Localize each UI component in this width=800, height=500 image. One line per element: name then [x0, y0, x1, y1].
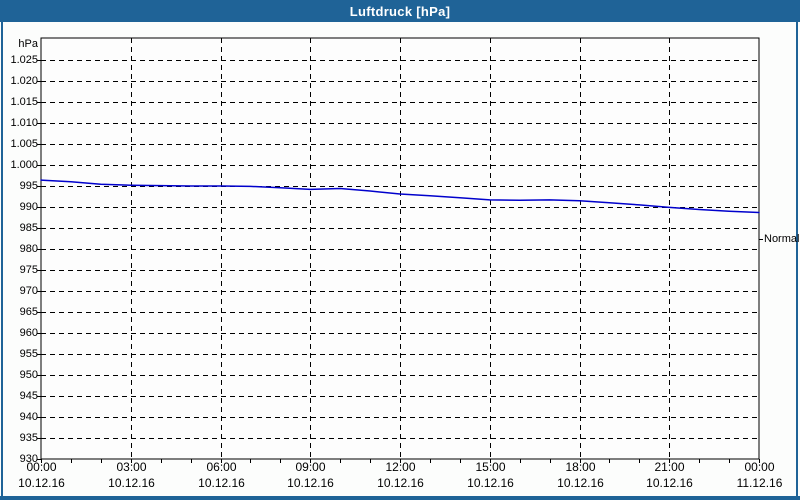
- y-axis-tick-label: 935: [19, 432, 38, 444]
- y-axis-tick-label: 1.000: [10, 159, 38, 171]
- x-axis-time-label: 12:00: [385, 460, 416, 474]
- x-axis-time-label: 21:00: [654, 460, 685, 474]
- window-border-right: [796, 22, 798, 497]
- window-title: Luftdruck [hPa]: [349, 3, 451, 19]
- x-axis-time-label: 00:00: [26, 460, 57, 474]
- normal-marker-label: Normal: [764, 232, 800, 245]
- pressure-line: [40, 179, 760, 214]
- window-border-left: [1, 22, 3, 497]
- x-axis-date-label: 10.12.16: [108, 476, 155, 490]
- y-axis-tick-label: 1.020: [10, 75, 38, 87]
- y-axis-tick-label: 940: [19, 411, 38, 423]
- x-axis-time-label: 00:00: [744, 460, 775, 474]
- x-axis-date-label: 10.12.16: [557, 476, 604, 490]
- x-axis-time-label: 15:00: [475, 460, 506, 474]
- x-axis-date-label: 10.12.16: [18, 476, 65, 490]
- y-axis-tick-label: 950: [19, 369, 38, 381]
- y-axis-tick-label: 1.010: [10, 117, 38, 129]
- y-axis-tick-label: 975: [19, 264, 38, 276]
- x-axis-date-label: 10.12.16: [287, 476, 334, 490]
- y-axis-tick-label: 960: [19, 327, 38, 339]
- x-axis-date-label: 10.12.16: [646, 476, 693, 490]
- title-bar: Luftdruck [hPa]: [0, 0, 800, 22]
- y-axis-tick-label: 1.015: [10, 96, 38, 108]
- x-axis-time-label: 09:00: [295, 460, 326, 474]
- y-axis-tick-label: 985: [19, 222, 38, 234]
- y-axis-tick-label: 955: [19, 348, 38, 360]
- y-axis-tick-label: 995: [19, 180, 38, 192]
- x-axis-date-label: 11.12.16: [736, 476, 783, 490]
- y-axis-tick-label: 980: [19, 243, 38, 255]
- x-axis-date-label: 10.12.16: [377, 476, 424, 490]
- y-axis-tick-label: 970: [19, 285, 38, 297]
- y-axis-unit-label: hPa: [18, 38, 38, 50]
- y-axis-tick-label: 1.005: [10, 138, 38, 150]
- y-axis-tick-label: 945: [19, 390, 38, 402]
- y-axis-tick-label: 1.025: [10, 54, 38, 66]
- x-axis-time-label: 18:00: [565, 460, 596, 474]
- x-axis-date-label: 10.12.16: [198, 476, 245, 490]
- y-axis-tick-label: 965: [19, 306, 38, 318]
- x-axis-date-label: 10.12.16: [467, 476, 514, 490]
- y-axis-tick-label: 930: [19, 453, 38, 465]
- y-axis-tick-label: 990: [19, 201, 38, 213]
- x-axis-time-label: 03:00: [116, 460, 147, 474]
- window-border-bottom: [0, 496, 800, 500]
- x-axis-time-label: 06:00: [206, 460, 237, 474]
